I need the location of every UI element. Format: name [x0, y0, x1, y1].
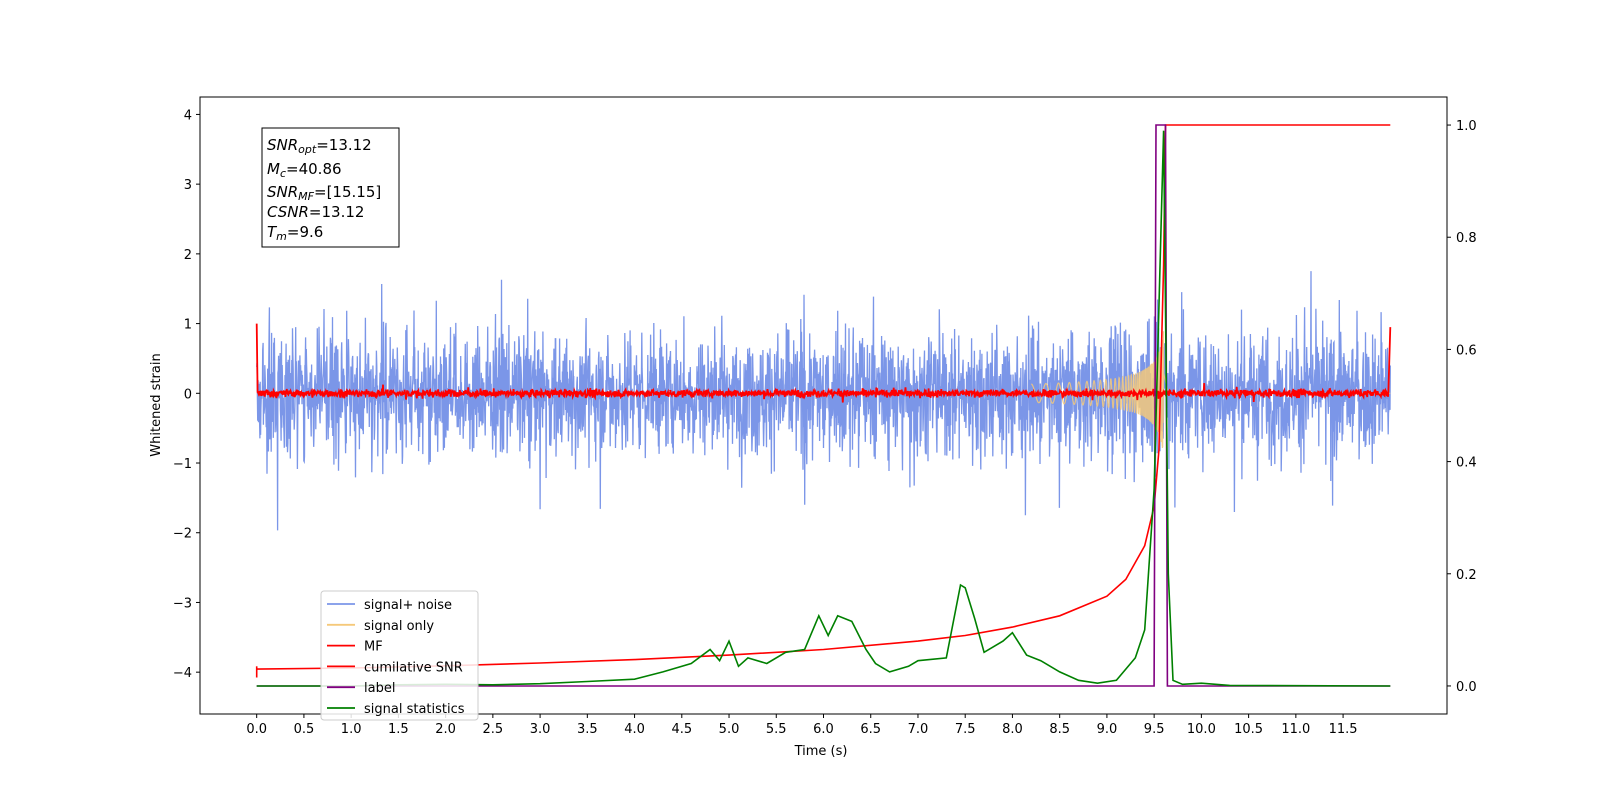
- legend-label: label: [364, 681, 395, 696]
- x-axis: 0.0 0.5 1.0 1.5 2.0 2.5 3.0 3.5 4.0 4.5 5.0 5.5 6.0 6…: [246, 714, 1358, 737]
- series-mf: [255, 323, 1392, 403]
- line-signal-only: [1030, 331, 1391, 449]
- y-tick-label-left: 3: [184, 178, 192, 193]
- y-tick-label-left: −4: [173, 666, 192, 681]
- y-tick-label-right: 0.2: [1456, 568, 1477, 583]
- x-tick-label: 4.0: [624, 722, 645, 737]
- y-tick-label-right: 0.4: [1456, 456, 1477, 471]
- y-tick-label-left: 0: [184, 387, 192, 402]
- x-tick-label: 5.0: [719, 722, 740, 737]
- x-tick-label: 6.0: [813, 722, 834, 737]
- x-axis-label: Time (s): [794, 744, 848, 759]
- y-tick-label-left: −2: [173, 527, 192, 542]
- line-signal-noise: [256, 271, 1391, 531]
- x-tick-label: 10.0: [1187, 722, 1216, 737]
- y-tick-label-left: 2: [184, 248, 192, 263]
- info-csnr: CSNR=13.12: [267, 203, 364, 221]
- y-axis-right: 1.0 0.8 0.6 0.4 0.2 0.0: [1447, 119, 1477, 695]
- y-tick-label-right: 0.0: [1456, 680, 1477, 695]
- info-box: SNRopt=13.12 Mc=40.86 SNRMF=[15.15] CSNR…: [261, 127, 400, 248]
- info-snr-opt: SNRopt=13.12: [267, 136, 372, 156]
- legend-label: signal statistics: [364, 702, 465, 717]
- x-tick-label: 11.5: [1329, 722, 1358, 737]
- x-tick-label: 5.5: [766, 722, 787, 737]
- line-label: [256, 124, 1391, 687]
- info-tm: Tm=9.6: [267, 223, 323, 243]
- legend: signal+ noise signal only MF cumilative SNR…: [320, 590, 479, 721]
- y-tick-label-left: −1: [173, 457, 192, 472]
- x-tick-label: 0.0: [246, 722, 267, 737]
- info-box-frame: [261, 127, 400, 248]
- x-tick-label: 4.5: [671, 722, 692, 737]
- legend-label: signal only: [364, 619, 434, 634]
- x-tick-label: 0.5: [294, 722, 315, 737]
- y-axis-left: 4 3 2 1 0 −1 −2 −3 −4: [173, 108, 200, 681]
- x-tick-label: 10.5: [1234, 722, 1263, 737]
- x-tick-label: 7.5: [955, 722, 976, 737]
- y-axis-label: Whitened strain: [149, 353, 164, 456]
- y-tick-label-right: 0.8: [1456, 231, 1477, 246]
- line-signal-statistics: [256, 130, 1391, 687]
- x-tick-label: 9.0: [1097, 722, 1118, 737]
- x-tick-label: 3.5: [577, 722, 598, 737]
- legend-label: cumilative SNR: [364, 660, 463, 675]
- line-cumulative-snr: [256, 124, 1391, 670]
- legend-frame: [320, 590, 479, 721]
- legend-label: MF: [364, 640, 383, 655]
- x-tick-label: 6.5: [860, 722, 881, 737]
- series-right-axis: [255, 124, 1391, 687]
- y-tick-label-left: −3: [173, 596, 192, 611]
- x-tick-label: 2.0: [435, 722, 456, 737]
- x-tick-label: 1.5: [388, 722, 409, 737]
- x-tick-label: 7.0: [908, 722, 929, 737]
- line-mf: [255, 323, 1392, 403]
- info-snr-mf: SNRMF=[15.15]: [267, 183, 381, 203]
- series-signal-only: [1030, 331, 1391, 449]
- x-tick-label: 2.5: [483, 722, 504, 737]
- info-mc: Mc=40.86: [267, 160, 342, 180]
- series-signal-noise: [256, 271, 1391, 531]
- x-tick-label: 8.0: [1002, 722, 1023, 737]
- x-tick-label: 3.0: [530, 722, 551, 737]
- y-tick-label-left: 4: [184, 108, 192, 123]
- x-tick-label: 9.5: [1144, 722, 1165, 737]
- x-tick-label: 1.0: [341, 722, 362, 737]
- x-tick-label: 8.5: [1049, 722, 1070, 737]
- y-tick-label-right: 0.6: [1456, 343, 1477, 358]
- legend-label: signal+ noise: [364, 598, 452, 613]
- x-tick-label: 11.0: [1281, 722, 1310, 737]
- y-tick-label-left: 1: [184, 318, 192, 333]
- y-tick-label-right: 1.0: [1456, 119, 1477, 134]
